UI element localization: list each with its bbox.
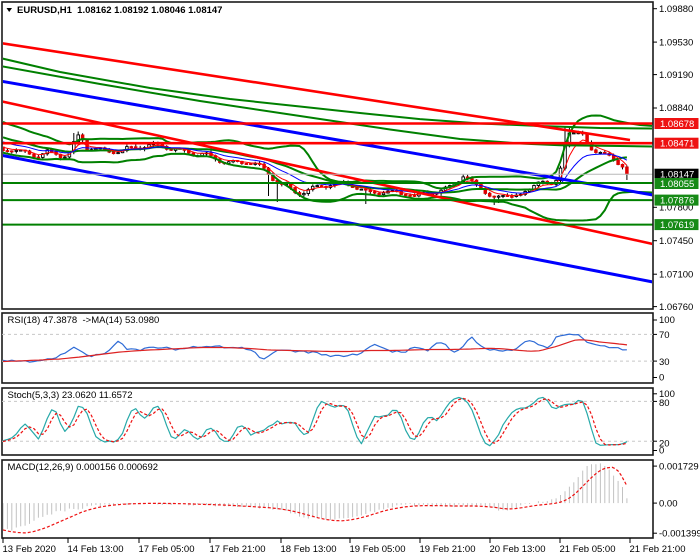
svg-text:18 Feb 13:00: 18 Feb 13:00 [281, 544, 337, 555]
svg-text:19 Feb 05:00: 19 Feb 05:00 [350, 544, 406, 555]
svg-text:1.06760: 1.06760 [659, 302, 693, 313]
svg-text:14 Feb 13:00: 14 Feb 13:00 [68, 544, 124, 555]
svg-text:1.08678: 1.08678 [660, 119, 694, 130]
svg-text:17 Feb 05:00: 17 Feb 05:00 [139, 544, 195, 555]
svg-text:80: 80 [659, 398, 670, 409]
svg-text:30: 30 [659, 357, 670, 368]
svg-text:1.08055: 1.08055 [660, 179, 694, 190]
svg-text:100: 100 [659, 315, 675, 326]
svg-text:-0.001399: -0.001399 [659, 528, 700, 539]
svg-text:1.09530: 1.09530 [659, 37, 693, 48]
svg-text:1.08147: 1.08147 [660, 170, 694, 181]
svg-text:1.09880: 1.09880 [659, 4, 693, 15]
svg-text:1.07619: 1.07619 [660, 220, 694, 231]
svg-text:13 Feb 2020: 13 Feb 2020 [3, 544, 56, 555]
svg-text:EURUSD,H1 1.08162 1.08192 1.0: EURUSD,H1 1.08162 1.08192 1.08046 1.0814… [17, 5, 222, 16]
svg-text:1.07100: 1.07100 [659, 269, 693, 280]
svg-text:20: 20 [659, 439, 670, 450]
svg-text:19 Feb 21:00: 19 Feb 21:00 [420, 544, 476, 555]
svg-text:0.001729: 0.001729 [659, 461, 699, 472]
svg-text:1.09190: 1.09190 [659, 70, 693, 81]
svg-text:17 Feb 21:00: 17 Feb 21:00 [210, 544, 266, 555]
svg-text:100: 100 [659, 389, 675, 400]
svg-text:1.08471: 1.08471 [660, 139, 694, 150]
svg-text:1.08840: 1.08840 [659, 103, 693, 114]
svg-text:Stoch(5,3,3) 23.0620 11.6572: Stoch(5,3,3) 23.0620 11.6572 [8, 390, 133, 401]
svg-text:70: 70 [659, 330, 670, 341]
svg-text:21 Feb 21:00: 21 Feb 21:00 [630, 544, 686, 555]
svg-text:0.00: 0.00 [659, 498, 678, 509]
svg-text:0: 0 [659, 446, 664, 457]
svg-text:1.07876: 1.07876 [660, 196, 694, 207]
svg-text:RSI(18) 47.3878 ->MA(14) 53.0: RSI(18) 47.3878 ->MA(14) 53.0980 [8, 315, 160, 326]
svg-text:0: 0 [659, 373, 664, 384]
svg-text:20 Feb 13:00: 20 Feb 13:00 [490, 544, 546, 555]
svg-text:1.07450: 1.07450 [659, 236, 693, 247]
svg-text:1.07800: 1.07800 [659, 203, 693, 214]
svg-text:21 Feb 05:00: 21 Feb 05:00 [560, 544, 616, 555]
svg-text:MACD(12,26,9) 0.000156 0.00069: MACD(12,26,9) 0.000156 0.000692 [8, 462, 159, 473]
